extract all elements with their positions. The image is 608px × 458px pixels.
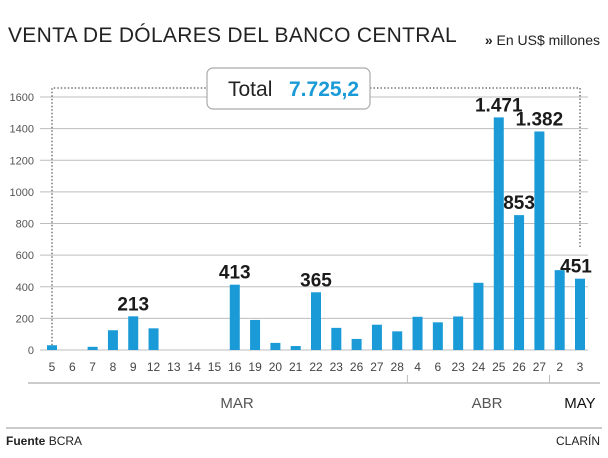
unit-note: » En US$ millones (485, 32, 600, 48)
data-label: 1.471 (475, 95, 523, 116)
bar-21 (473, 282, 484, 350)
x-tick-label: 8 (110, 360, 117, 374)
x-tick-label: 24 (472, 360, 486, 374)
x-tick-label: 16 (228, 360, 242, 374)
x-tick-label: 14 (187, 360, 201, 374)
total-bracket (51, 87, 581, 346)
data-label: 365 (300, 270, 332, 291)
x-tick-label: 13 (167, 360, 181, 374)
bar-3 (107, 330, 118, 350)
x-tick-label: 12 (147, 360, 161, 374)
y-tick-label: 800 (16, 219, 34, 231)
data-label: 1.382 (516, 109, 564, 130)
x-tick-label: 23 (451, 360, 465, 374)
total-label: Total (228, 78, 272, 101)
x-tick-label: 27 (533, 360, 547, 374)
x-tick-label: 6 (435, 360, 442, 374)
data-label: 451 (560, 257, 592, 278)
bar-16 (371, 324, 382, 350)
bar-0 (47, 345, 57, 350)
x-tick-label: 22 (309, 360, 323, 374)
bar-14 (331, 327, 342, 350)
bar-24 (534, 131, 545, 350)
x-tick-label: 4 (414, 360, 421, 374)
unit-label: En US$ millones (496, 32, 601, 48)
bar-23 (514, 215, 525, 350)
bar-17 (392, 331, 403, 350)
bar-26 (575, 278, 585, 350)
month-label-mar: MAR (220, 395, 254, 412)
bar-15 (351, 338, 362, 350)
data-label: 853 (503, 193, 535, 214)
x-tick-label: 6 (69, 360, 76, 374)
x-tick-label: 25 (492, 360, 506, 374)
y-tick-label: 1600 (10, 92, 34, 104)
source-value: BCRA (48, 434, 83, 448)
x-tick-label: 21 (289, 360, 303, 374)
bar-11 (270, 342, 281, 350)
chart-title: VENTA DE DÓLARES DEL BANCO CENTRAL (8, 24, 457, 47)
x-tick-label: 28 (391, 360, 405, 374)
y-tick-label: 200 (16, 313, 34, 325)
y-tick-label: 0 (28, 345, 34, 357)
bar-13 (311, 292, 321, 350)
bar-2 (87, 346, 98, 350)
bar-20 (453, 316, 464, 350)
bar-19 (432, 322, 443, 350)
x-tick-label: 2 (556, 360, 563, 374)
y-tick-label: 1000 (10, 187, 34, 199)
y-tick-label: 400 (16, 282, 34, 294)
bar-22 (493, 117, 504, 350)
x-tick-label: 3 (577, 360, 584, 374)
total-value: 7.725,2 (289, 78, 359, 101)
x-tick-label: 9 (130, 360, 137, 374)
bar-4 (128, 316, 139, 350)
month-label-may: MAY (564, 395, 595, 412)
data-label: 213 (117, 294, 149, 315)
data-label: 413 (219, 263, 251, 284)
source-label: Fuente (6, 434, 46, 448)
x-tick-label: 5 (49, 360, 56, 374)
month-label-abr: ABR (472, 395, 503, 412)
total-box (206, 67, 371, 110)
x-tick-label: 7 (89, 360, 96, 374)
x-tick-label: 27 (370, 360, 384, 374)
bar-9 (229, 284, 240, 350)
bar-12 (290, 346, 301, 350)
brand-label: CLARÍN (555, 434, 600, 448)
bar-25 (554, 270, 565, 350)
x-tick-label: 26 (350, 360, 364, 374)
y-tick-label: 600 (16, 250, 34, 262)
source-note: Fuente BCRA (6, 434, 82, 448)
x-tick-label: 19 (248, 360, 262, 374)
bar-18 (412, 316, 423, 350)
bar-10 (250, 319, 261, 350)
x-tick-label: 26 (512, 360, 526, 374)
x-tick-label: 15 (208, 360, 222, 374)
y-tick-label: 1200 (10, 155, 34, 167)
unit-marker: » (484, 32, 493, 48)
bar-5 (148, 328, 159, 350)
y-tick-label: 1400 (10, 124, 34, 136)
x-tick-label: 20 (269, 360, 283, 374)
x-tick-label: 23 (330, 360, 344, 374)
